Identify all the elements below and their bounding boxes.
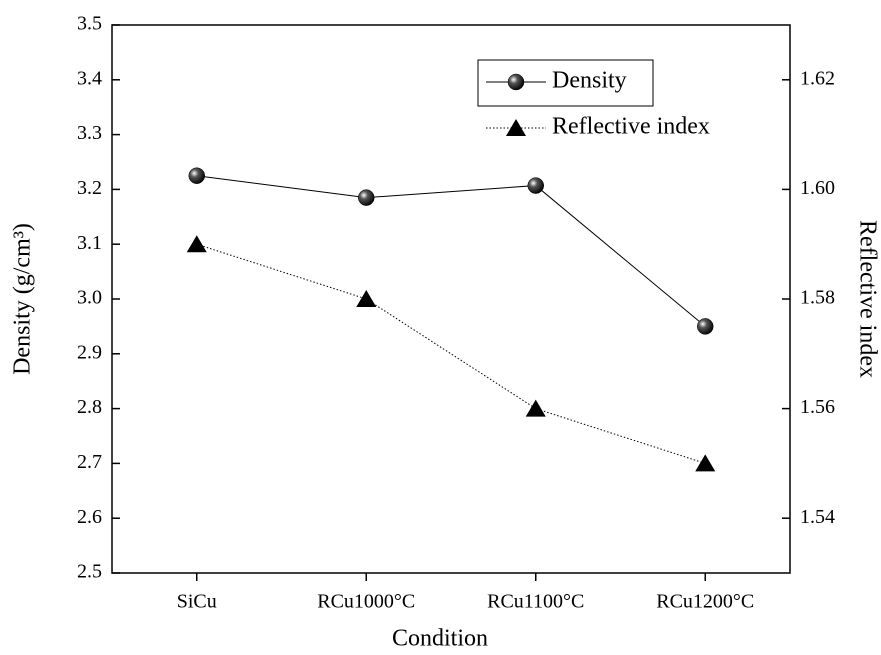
y-tick-label: 3.1	[77, 232, 102, 254]
marker-sphere	[189, 168, 205, 184]
marker-sphere	[528, 178, 544, 194]
y-tick-label: 2.6	[77, 506, 102, 528]
y2-tick-label: 1.60	[800, 177, 835, 199]
legend-marker	[506, 119, 526, 136]
series-line	[197, 176, 706, 327]
y-tick-label: 3.4	[77, 67, 102, 89]
marker-triangle	[526, 400, 546, 417]
y-tick-label: 2.9	[77, 341, 102, 363]
y-tick-label: 2.8	[77, 396, 102, 418]
y-tick-label: 3.5	[77, 13, 102, 35]
x-tick-label: SiCu	[177, 591, 217, 613]
y-tick-label: 2.7	[77, 451, 102, 473]
y-axis-label: Density (g/cm³)	[10, 223, 36, 375]
y2-tick-label: 1.56	[800, 396, 835, 418]
y2-tick-label: 1.54	[800, 506, 835, 528]
x-axis-label: Condition	[392, 626, 488, 652]
y-tick-label: 3.2	[77, 177, 102, 199]
marker-sphere	[697, 318, 713, 334]
series-line	[197, 244, 706, 463]
marker-triangle	[695, 454, 715, 471]
x-tick-label: RCu1000°C	[317, 591, 415, 613]
y2-axis-label: Reflective index	[854, 220, 880, 378]
chart: Condition Density (g/cm³) Reflective ind…	[0, 0, 881, 655]
y2-tick-label: 1.62	[800, 67, 835, 89]
x-tick-label: RCu1200°C	[656, 591, 754, 613]
legend-marker	[508, 74, 524, 90]
legend-label: Reflective index	[552, 114, 710, 140]
marker-triangle	[356, 290, 376, 307]
y-tick-label: 2.5	[77, 561, 102, 583]
plot-frame	[112, 25, 790, 573]
x-tick-label: RCu1100°C	[487, 591, 584, 613]
y-tick-label: 3.0	[77, 287, 102, 309]
y-tick-label: 3.3	[77, 122, 102, 144]
page: Condition Density (g/cm³) Reflective ind…	[0, 0, 881, 655]
legend-label: Density	[552, 68, 627, 94]
marker-sphere	[358, 190, 374, 206]
marker-triangle	[187, 235, 207, 252]
y2-tick-label: 1.58	[800, 287, 835, 309]
